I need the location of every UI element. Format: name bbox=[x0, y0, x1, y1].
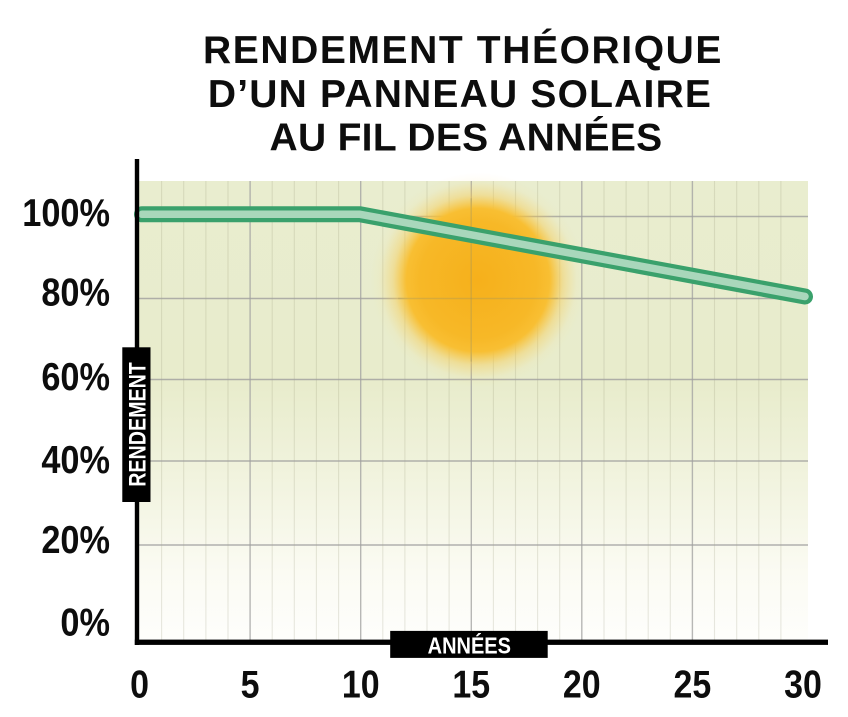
svg-text:20: 20 bbox=[563, 662, 601, 706]
svg-text:RENDEMENT THÉORIQUE: RENDEMENT THÉORIQUE bbox=[203, 28, 723, 72]
svg-text:0: 0 bbox=[130, 662, 149, 706]
svg-text:30: 30 bbox=[784, 662, 822, 706]
svg-text:RENDEMENT: RENDEMENT bbox=[124, 362, 151, 487]
svg-text:25: 25 bbox=[674, 662, 712, 706]
svg-text:60%: 60% bbox=[41, 355, 110, 399]
svg-text:D’UN PANNEAU SOLAIRE: D’UN PANNEAU SOLAIRE bbox=[208, 73, 712, 116]
svg-text:AU FIL DES ANNÉES: AU FIL DES ANNÉES bbox=[270, 116, 663, 160]
svg-text:15: 15 bbox=[452, 662, 490, 706]
svg-text:40%: 40% bbox=[41, 438, 110, 482]
svg-text:20%: 20% bbox=[41, 518, 110, 562]
svg-text:10: 10 bbox=[342, 662, 380, 706]
svg-text:80%: 80% bbox=[41, 271, 110, 315]
svg-text:0%: 0% bbox=[60, 600, 110, 644]
svg-text:5: 5 bbox=[241, 662, 260, 706]
svg-text:ANNÉES: ANNÉES bbox=[428, 632, 511, 659]
svg-text:100%: 100% bbox=[22, 191, 110, 235]
